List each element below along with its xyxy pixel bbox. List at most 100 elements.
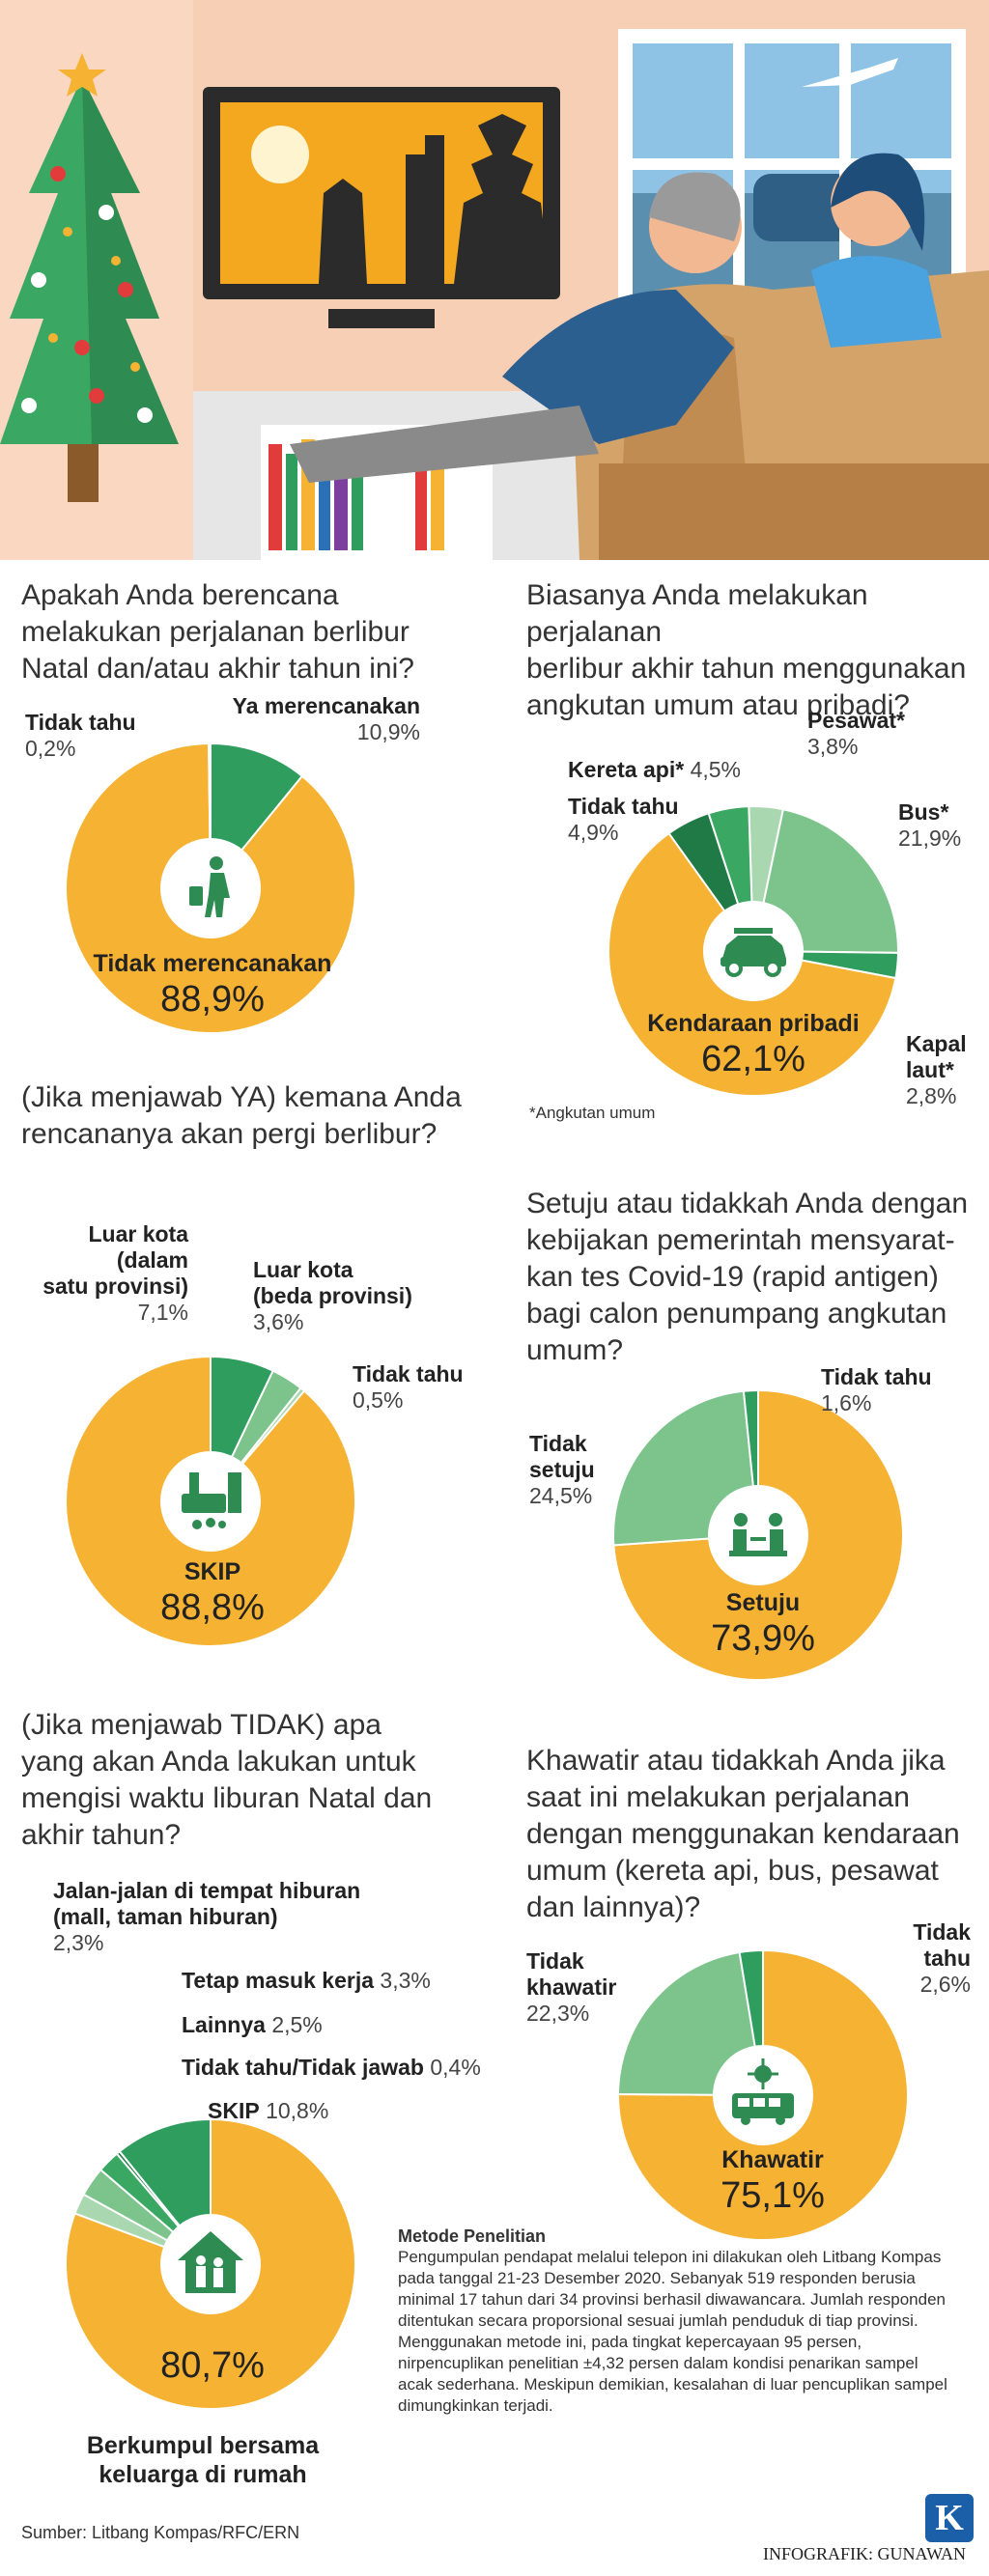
q4-question-line: bagi calon penumpang angkutan (526, 1298, 947, 1330)
q3-label-skip: SKIP 88,8% (106, 1557, 319, 1629)
source-text: Sumber: Litbang Kompas/RFC/ERN (21, 2523, 300, 2542)
q5-skip-name: SKIP (208, 2098, 260, 2123)
q3-tidak-tahu-pct: 0,5% (353, 1387, 404, 1413)
q1-slice-tidak-merencanakan (65, 742, 356, 1034)
television (203, 87, 560, 328)
q5-question-line: yang akan Anda lakukan untuk (21, 1746, 416, 1778)
q5-label-jalan: Jalan-jalan di tempat hiburan (mall, tama… (53, 1878, 360, 1956)
q1-question-line: Natal dan/atau akhir tahun ini? (21, 653, 414, 685)
q3-dalam-name-3: satu provinsi) (42, 1274, 188, 1299)
q2-bus-pct: 21,9% (898, 826, 962, 851)
q1-question: Apakah Anda berencana melakukan perjalan… (21, 577, 414, 687)
q6-tt-pct: 2,6% (919, 1972, 971, 1997)
method-line: Pengumpulan pendapat melalui telepon ini… (398, 2248, 942, 2266)
q4-tidak-tahu-name: Tidak tahu (821, 1364, 932, 1389)
q3-dalam-name-2: (dalam (116, 1247, 188, 1273)
method-line: nirpencuplikan penelitian ±4,32 persen d… (398, 2354, 918, 2372)
city-family-icon (182, 1472, 241, 1529)
family-home-icon (178, 2231, 243, 2293)
couple (290, 153, 942, 483)
q6-tidak-name-1: Tidak (526, 1948, 584, 1974)
q2-tidak-tahu-name: Tidak tahu (568, 794, 679, 819)
q5-question-line: akhir tahun? (21, 1819, 182, 1851)
q1-tidak-name: Tidak merencanakan (93, 950, 332, 977)
q3-tidak-tahu-name: Tidak tahu (353, 1361, 464, 1386)
q6-tt-name-2: tahu (923, 1946, 971, 1971)
q6-label-khawatir: Khawatir 75,1% (676, 2145, 869, 2217)
q5-lainnya-name: Lainnya (182, 2012, 266, 2037)
q6-tidak-pct: 22,3% (526, 2001, 590, 2026)
q3-label-tidak-tahu: Tidak tahu 0,5% (353, 1361, 464, 1414)
q5-jalan-name-1: Jalan-jalan di tempat hiburan (53, 1878, 361, 1903)
q4-question-line: kan tes Covid-19 (rapid antigen) (526, 1261, 939, 1293)
q2-label-pesawat: Pesawat* 3,8% (807, 708, 905, 760)
q5-kumpul-pct: 80,7% (160, 2345, 265, 2386)
method-line: acak sederhana. Meskipun demikian, kesal… (398, 2375, 947, 2394)
virus-bus-icon (732, 2058, 794, 2125)
kompas-logo: K (925, 2494, 974, 2542)
q5-question: (Jika menjawab TIDAK) apa yang akan Anda… (21, 1707, 432, 1854)
q6-question-line: dengan menggunakan kendaraan (526, 1818, 960, 1850)
q1-label-ya: Ya merencanakan 10,9% (217, 693, 420, 745)
q5-kerja-name: Tetap masuk kerja (182, 1968, 375, 1993)
q6-slice-khawatir (617, 1948, 909, 2241)
q2-question-line: berlibur akhir tahun menggunakan (526, 653, 967, 685)
method-line: pada tanggal 21-23 Desember 2020. Sebany… (398, 2269, 916, 2287)
q4-label-tidak: Tidak setuju 24,5% (529, 1431, 595, 1509)
q5-skip-pct: 10,8% (266, 2098, 329, 2123)
q5-lainnya-pct: 2,5% (271, 2012, 323, 2037)
q5-label-tidak-tahu: Tidak tahu/Tidak jawab 0,4% (182, 2055, 481, 2081)
q4-label-tidak-tahu: Tidak tahu 1,6% (821, 1364, 932, 1416)
q5-jalan-pct: 2,3% (53, 1930, 104, 1955)
q2-question-line: angkutan umum atau pribadi? (526, 689, 910, 721)
q6-slice-tidak-khawatir (616, 1950, 765, 2097)
q2-question: Biasanya Anda melakukan perjalanan berli… (526, 577, 989, 724)
q2-kereta-name: Kereta api* (568, 757, 685, 782)
q4-setuju-name: Setuju (725, 1589, 801, 1616)
q6-question-line: Khawatir atau tidakkah Anda jika (526, 1745, 946, 1777)
q4-question-line: kebijakan pemerintah mensyarat- (526, 1224, 955, 1256)
q2-pesawat-name: Pesawat* (807, 708, 906, 733)
q2-footnote: *Angkutan umum (529, 1104, 656, 1122)
traveler-icon (189, 856, 230, 917)
q2-kapal-name-2: laut* (906, 1057, 954, 1082)
q5-kumpul-name-1: Berkumpul bersama (86, 2432, 320, 2459)
q2-pribadi-name: Kendaraan pribadi (647, 1010, 860, 1037)
q2-kapal-name-1: Kapal (906, 1031, 967, 1056)
q6-khawatir-pct: 75,1% (721, 2175, 825, 2216)
q6-label-tidak: Tidak khawatir 22,3% (526, 1948, 616, 2027)
q3-skip-name: SKIP (184, 1558, 241, 1585)
q3-question-line: rencananya akan pergi berlibur? (21, 1118, 438, 1150)
q5-kumpul-pct-wrap: 80,7% (145, 2344, 280, 2387)
q5-label-skip: SKIP 10,8% (208, 2098, 328, 2124)
q3-beda-name-1: Luar kota (253, 1257, 353, 1282)
q5-label-kerja: Tetap masuk kerja 3,3% (182, 1968, 431, 1994)
q3-beda-name-2: (beda provinsi) (253, 1283, 412, 1308)
q2-tidak-tahu-pct: 4,9% (568, 820, 619, 845)
q3-beda-pct: 3,6% (253, 1309, 304, 1334)
q2-label-bus: Bus* 21,9% (898, 799, 961, 852)
q6-khawatir-name: Khawatir (721, 2146, 824, 2173)
covid-test-icon (729, 1513, 787, 1556)
method-section: Metode Penelitian Pengumpulan pendapat m… (398, 2226, 977, 2417)
q3-label-beda: Luar kota (beda provinsi) 3,6% (253, 1257, 412, 1335)
q1-label-tidak-tahu: Tidak tahu 0,2% (25, 710, 136, 762)
q6-question: Khawatir atau tidakkah Anda jika saat in… (526, 1743, 960, 1926)
q1-tidak-tahu-pct: 0,2% (25, 736, 76, 761)
q5-kerja-pct: 3,3% (380, 1968, 431, 1993)
q5-question-line: mengisi waktu liburan Natal dan (21, 1782, 433, 1814)
q4-label-setuju: Setuju 73,9% (657, 1588, 869, 1660)
q6-tt-name-1: Tidak (913, 1919, 971, 1945)
q4-question-line: Setuju atau tidakkah Anda dengan (526, 1188, 969, 1219)
method-line: Menggunakan metode ini, pada tingkat kep… (398, 2333, 862, 2351)
q5-label-lainnya: Lainnya 2,5% (182, 2012, 323, 2038)
q6-question-line: saat ini melakukan perjalanan (526, 1781, 910, 1813)
q5-jalan-name-2: (mall, taman hiburan) (53, 1904, 278, 1929)
q5-tt-pct: 0,4% (430, 2055, 481, 2080)
christmas-tree (0, 53, 179, 502)
q1-question-line: melakukan perjalanan berlibur (21, 616, 410, 648)
q2-bus-name: Bus* (898, 799, 949, 825)
q3-question-line: (Jika menjawab YA) kemana Anda (21, 1081, 462, 1113)
q4-tidak-name-2: setuju (529, 1457, 595, 1482)
